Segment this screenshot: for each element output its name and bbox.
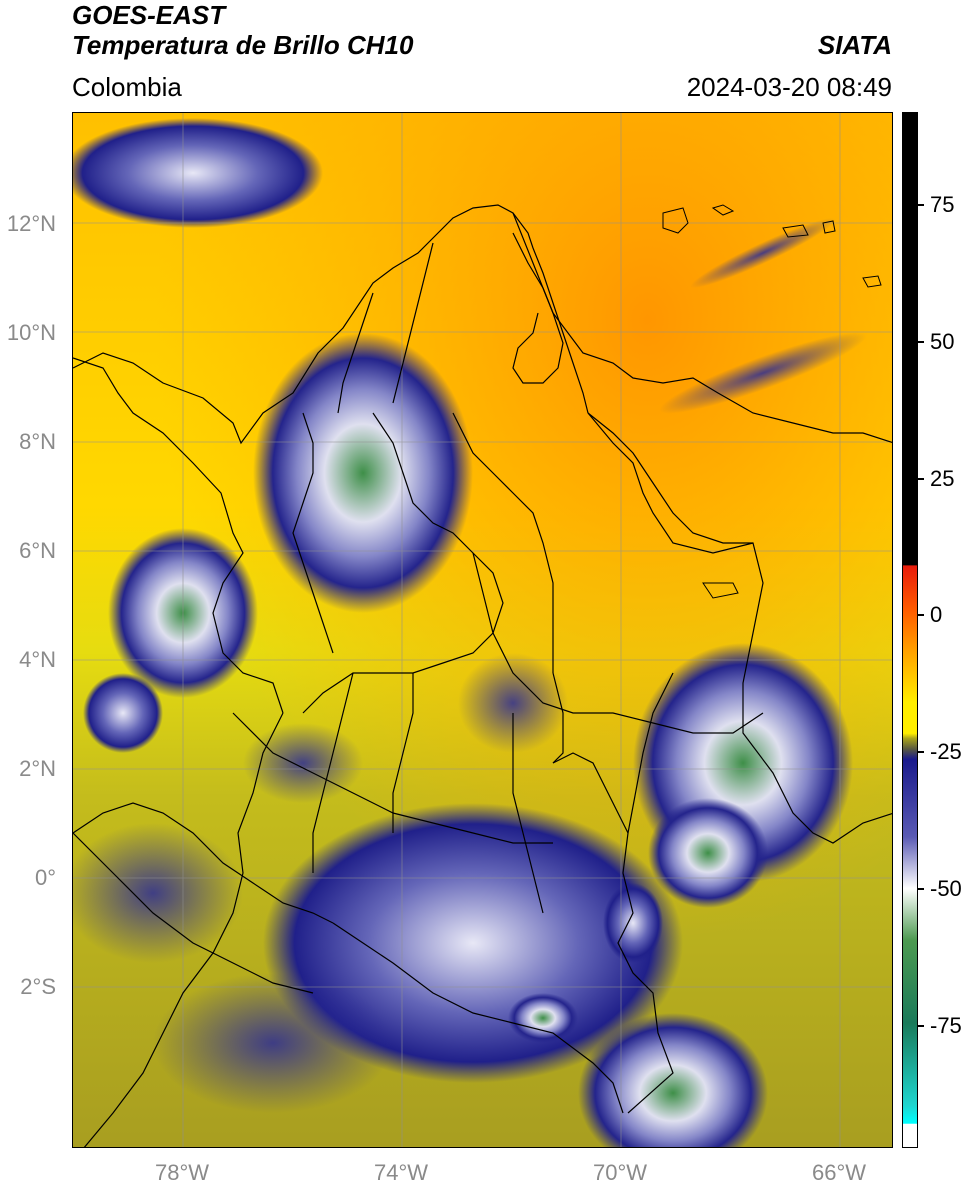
- lat-label-0: 0°: [34, 865, 56, 890]
- colorbar-tick-m75: [918, 1025, 924, 1027]
- colorbar-tick-25: [918, 478, 924, 480]
- lat-label-2n: 2°N: [19, 756, 56, 781]
- lon-label-70w: 70°W: [592, 1160, 648, 1185]
- lat-label-2s: 2°S: [20, 974, 56, 999]
- colorbar: [902, 112, 918, 1148]
- colorbar-label-25: 25: [930, 466, 955, 491]
- colorbar-label-0: 0: [930, 602, 943, 627]
- satellite-map[interactable]: [72, 112, 893, 1148]
- colorbar-label-m50: -50: [930, 876, 962, 901]
- satellite-title: GOES-EAST: [72, 0, 226, 30]
- cloud-patches: [73, 118, 867, 1147]
- lat-label-10n: 10°N: [6, 320, 56, 345]
- lon-label-66w: 66°W: [811, 1160, 867, 1185]
- region-label: Colombia: [72, 72, 182, 102]
- datetime-label: 2024-03-20 08:49: [686, 72, 892, 102]
- colorbar-tick-m50: [918, 888, 924, 890]
- colorbar-label-75: 75: [930, 192, 955, 217]
- lat-label-8n: 8°N: [19, 429, 56, 454]
- island-outlines: [662, 204, 882, 599]
- colorbar-tick-50: [918, 341, 924, 343]
- colorbar-tick-75: [918, 204, 924, 206]
- colorbar-label-m75: -75: [930, 1013, 962, 1038]
- lon-label-78w: 78°W: [154, 1160, 210, 1185]
- colorbar-label-m25: -25: [930, 739, 962, 764]
- lat-label-12n: 12°N: [6, 211, 56, 236]
- colorbar-tick-0: [918, 614, 924, 616]
- lat-label-6n: 6°N: [19, 538, 56, 563]
- product-title: Temperatura de Brillo CH10: [72, 30, 414, 60]
- borders: [73, 204, 892, 1147]
- lat-label-4n: 4°N: [19, 647, 56, 672]
- lon-label-74w: 74°W: [373, 1160, 429, 1185]
- agency-label: SIATA: [817, 30, 892, 60]
- graticule: [73, 113, 892, 1147]
- colorbar-tick-m25: [918, 751, 924, 753]
- colorbar-label-50: 50: [930, 329, 955, 354]
